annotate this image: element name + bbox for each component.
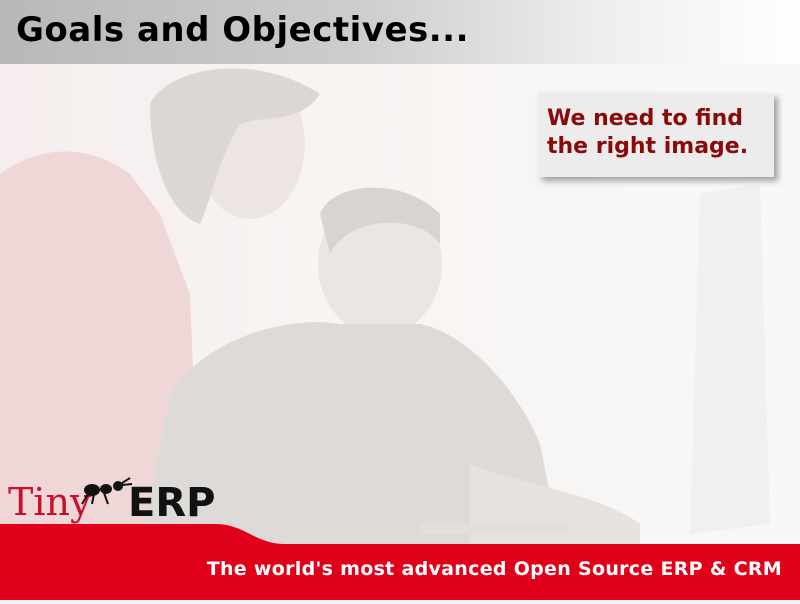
people-at-computer-image	[0, 68, 770, 544]
note-text: We need to find the right image.	[547, 106, 749, 159]
slide-header: Goals and Objectives...	[0, 0, 800, 64]
tinyerp-logo: Tiny ERP	[8, 476, 248, 536]
logo-tiny-text: Tiny	[8, 480, 92, 524]
note-card: We need to find the right image.	[538, 93, 774, 177]
logo-erp-text: ERP	[128, 480, 216, 526]
footer-wave-shape	[0, 524, 800, 600]
footer-bar: The world's most advanced Open Source ER…	[0, 524, 800, 600]
footer-tagline: The world's most advanced Open Source ER…	[206, 558, 782, 580]
ant-icon	[81, 477, 133, 505]
slide-title: Goals and Objectives...	[16, 10, 469, 50]
